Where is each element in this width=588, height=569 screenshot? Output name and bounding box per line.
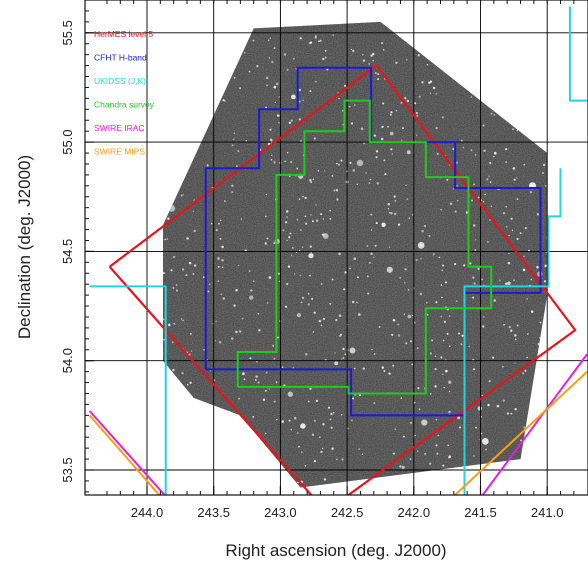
x-tick-label: 241.5 xyxy=(464,505,497,520)
legend-entry-3: Chandra survey xyxy=(94,100,155,110)
legend-entry-5: SWIRE MIPS xyxy=(94,147,145,157)
series-outline-5 xyxy=(88,370,588,495)
x-tick-labels: 244.0 243.5 243.0 242.5 242.0 241.5 241.0 xyxy=(131,505,564,520)
y-tick-label: 55.0 xyxy=(60,129,75,154)
legend-entry-2: UKIDSS (J,K) xyxy=(94,76,146,86)
legend-entry-1: CFHT H-band xyxy=(94,53,147,63)
y-tick-labels: 53.5 54.0 54.5 55.0 55.5 xyxy=(60,20,75,483)
series-outline-2 xyxy=(89,168,562,495)
y-tick-label: 53.5 xyxy=(60,457,75,482)
legend: HerMES level 5 CFHT H-band UKIDSS (J,K) Cha… xyxy=(94,29,155,157)
y-tick-label: 54.0 xyxy=(60,348,75,373)
y-tick-label: 55.5 xyxy=(60,20,75,45)
series-outline-4 xyxy=(88,353,588,495)
x-tick-label: 243.0 xyxy=(264,505,297,520)
plot-border xyxy=(84,0,588,496)
extra-outline-0 xyxy=(568,6,588,102)
coverage-outlines xyxy=(88,6,588,495)
y-axis-title: Declination (deg. J2000) xyxy=(15,155,34,339)
x-tick-label: 243.5 xyxy=(197,505,230,520)
x-tick-label: 242.0 xyxy=(398,505,431,520)
series-outline-3 xyxy=(236,99,493,395)
legend-entry-4: SWIRE IRAC xyxy=(94,123,145,133)
x-axis-title: Right ascension (deg. J2000) xyxy=(225,541,446,560)
x-tick-label: 241.0 xyxy=(531,505,564,520)
y-tick-label: 54.5 xyxy=(60,239,75,264)
coordinate-grid xyxy=(85,0,588,495)
legend-entry-0: HerMES level 5 xyxy=(94,29,153,39)
x-tick-label: 244.0 xyxy=(131,505,164,520)
series-outline-0 xyxy=(108,64,577,495)
x-tick-label: 242.5 xyxy=(331,505,364,520)
axis-ticks xyxy=(85,0,575,495)
series-outline-1 xyxy=(204,66,542,417)
